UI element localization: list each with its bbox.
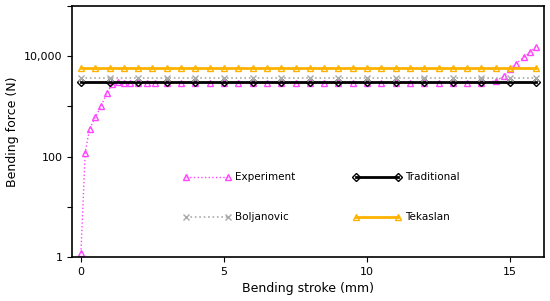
Y-axis label: Bending force (N): Bending force (N) [6,76,19,187]
Text: Tekaslan: Tekaslan [405,212,450,222]
X-axis label: Bending stroke (mm): Bending stroke (mm) [243,282,375,296]
Text: Boljanovic: Boljanovic [235,212,289,222]
Text: Traditional: Traditional [405,172,460,182]
Text: Experiment: Experiment [235,172,295,182]
